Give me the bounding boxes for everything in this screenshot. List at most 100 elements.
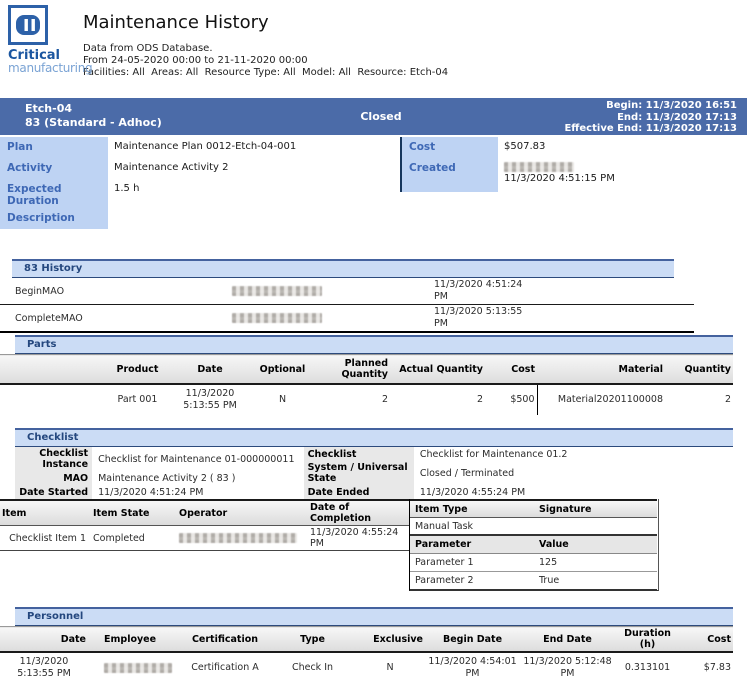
date-started-label: Date Started	[15, 485, 93, 499]
items-col-item-type: Item Type	[410, 499, 537, 518]
personnel-col-certification: Certification	[180, 626, 270, 653]
parts-col-quantity: Quantity	[665, 354, 733, 385]
personnel-date: 11/3/2020 5:13:55 PM	[17, 656, 71, 679]
items-col-date-of-completion: Date of Completion	[300, 499, 409, 526]
table-row: Manual Task	[410, 517, 657, 536]
parts-col-spacer	[0, 354, 110, 385]
parts-col-actual-quantity: Actual Quantity	[390, 354, 485, 385]
personnel-duration: 0.313101	[624, 662, 671, 673]
checklist-label: Checklist	[303, 447, 414, 461]
checklist-info-right: Checklist Checklist for Maintenance 01.2…	[303, 447, 733, 499]
checklist-items: Item Item State Operator Date of Complet…	[0, 499, 733, 591]
banner-effective-end: Effective End: 11/3/2020 17:13	[564, 123, 738, 134]
part-actual-quantity: 2	[476, 394, 483, 405]
checklist-info-grid: Checklist Instance Checklist for Mainten…	[15, 447, 733, 499]
history-table: BeginMAO 11/3/2020 4:51:24 PM CompleteMA…	[0, 278, 694, 333]
date-ended-label: Date Ended	[303, 485, 414, 499]
part-planned-quantity: 2	[381, 394, 388, 405]
history-event: CompleteMAO	[0, 304, 231, 333]
company-logo-icon	[8, 5, 48, 45]
personnel-section: Personnel Date Employee Certification Ty…	[0, 607, 733, 683]
history-date: 11/3/2020 4:51:24 PM	[434, 279, 523, 302]
checklist-section: Checklist Checklist Instance Checklist f…	[0, 428, 733, 591]
history-section-title: 83 History	[12, 259, 674, 278]
param-name: Parameter 2	[410, 571, 537, 590]
history-operator-redacted	[232, 286, 322, 296]
personnel-end-date: 11/3/2020 5:12:48 PM	[523, 656, 612, 679]
item-state: Completed	[88, 525, 177, 551]
checklist-info-left: Checklist Instance Checklist for Mainten…	[15, 447, 304, 499]
personnel-col-date: Date	[0, 626, 88, 653]
date-ended-value: 11/3/2020 4:55:24 PM	[419, 486, 526, 498]
parts-table: Product Date Optional Planned Quantity A…	[0, 354, 733, 415]
part-material: Material20201100008	[557, 394, 663, 405]
checklist-instance-value: Checklist for Maintenance 01-000000011	[98, 453, 295, 465]
personnel-col-exclusive: Exclusive	[355, 626, 425, 653]
part-cost: $500	[485, 384, 538, 415]
logo-text-manufacturing: manufacturing	[8, 61, 93, 75]
state-value: Closed / Terminated	[419, 467, 515, 479]
order-details: Plan Maintenance Plan 0012-Etch-04-001 A…	[0, 137, 747, 229]
date-started-value: 11/3/2020 4:51:24 PM	[98, 486, 204, 498]
personnel-table: Date Employee Certification Type Exclusi…	[0, 626, 733, 683]
part-date: 11/3/2020 5:13:55 PM	[183, 388, 237, 411]
personnel-col-employee: Employee	[88, 626, 180, 653]
activity-label: Activity	[0, 158, 108, 179]
created-label: Created	[401, 158, 498, 192]
item-completion-date: 11/3/2020 4:55:24 PM	[300, 525, 409, 551]
part-optional: N	[278, 394, 287, 405]
banner-end: End: 11/3/2020 17:13	[617, 111, 738, 123]
item-type-block: Item Type Signature Manual Task Paramete…	[409, 499, 659, 591]
personnel-col-duration: Duration (h)	[615, 626, 680, 653]
data-source-line: Data from ODS Database.	[83, 43, 213, 54]
activity-value: Maintenance Activity 2	[114, 162, 229, 173]
cost-value: $507.83	[504, 141, 546, 152]
item-signature	[537, 517, 657, 536]
report-header: Critical manufacturing Maintenance Histo…	[0, 0, 747, 98]
expected-duration-label: Expected Duration	[0, 179, 108, 208]
personnel-cost: $7.83	[703, 662, 731, 673]
parts-col-cost: Cost	[485, 354, 537, 385]
param-value: 125	[537, 553, 657, 572]
table-row: Parameter 2 True	[410, 571, 657, 590]
banner-resource: Etch-04	[25, 102, 72, 115]
personnel-col-end-date: End Date	[520, 626, 615, 653]
page-title: Maintenance History	[83, 12, 269, 33]
mao-label: MAO	[15, 471, 93, 485]
cost-label: Cost	[401, 137, 498, 158]
items-col-signature: Signature	[537, 499, 657, 518]
checklist-items-table: Item Item State Operator Date of Complet…	[0, 499, 409, 551]
created-datetime: 11/3/2020 4:51:15 PM	[504, 173, 615, 184]
personnel-exclusive: N	[386, 662, 394, 673]
parts-col-optional: Optional	[255, 354, 310, 385]
items-col-operator: Operator	[177, 499, 300, 526]
personnel-employee-redacted	[104, 662, 172, 673]
item-name: Checklist Item 1	[0, 525, 88, 551]
items-col-item: Item	[0, 499, 88, 526]
personnel-col-type: Type	[270, 626, 355, 653]
personnel-col-cost: Cost	[680, 626, 733, 653]
personnel-certification: Certification A	[191, 662, 259, 673]
filters-line: Facilities: All Areas: All Resource Type…	[83, 67, 449, 78]
items-col-item-state: Item State	[88, 499, 177, 526]
parts-section-title: Parts	[15, 335, 733, 354]
history-section: 83 History BeginMAO 11/3/2020 4:51:24 PM…	[0, 259, 694, 333]
param-value: True	[537, 571, 657, 590]
parts-col-material: Material	[537, 354, 665, 385]
part-product: Part 001	[117, 394, 158, 405]
table-row: CompleteMAO 11/3/2020 5:13:55 PM	[0, 304, 694, 333]
table-row: Part 001 11/3/2020 5:13:55 PM N 2 2 $500…	[0, 384, 733, 415]
banner-status: Closed	[360, 110, 402, 123]
params-col-parameter: Parameter	[410, 535, 537, 554]
mao-value: Maintenance Activity 2 ( 83 )	[98, 472, 236, 484]
item-type: Manual Task	[410, 517, 537, 536]
item-type-table: Item Type Signature Manual Task Paramete…	[410, 499, 657, 590]
order-banner: Etch-04 83 (Standard - Adhoc) Closed Beg…	[0, 98, 747, 135]
banner-begin: Begin: 11/3/2020 16:51	[606, 100, 738, 111]
plan-label: Plan	[0, 137, 108, 158]
details-right-table: Cost $507.83 Created 11/3/2020 4:51:15 P…	[400, 137, 747, 192]
description-value	[108, 208, 400, 229]
table-row: 11/3/2020 5:13:55 PM Certification A Che…	[0, 652, 733, 683]
state-label: System / Universal State	[303, 461, 414, 485]
company-logo: Critical manufacturing	[8, 5, 98, 74]
